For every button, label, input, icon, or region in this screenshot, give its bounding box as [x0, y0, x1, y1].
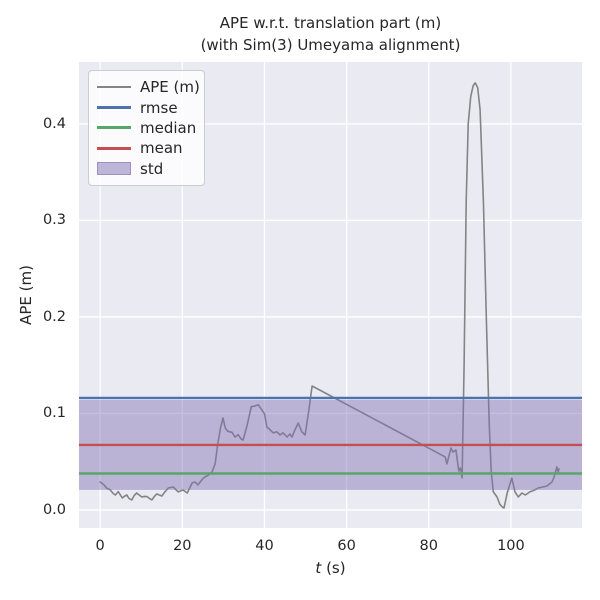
- legend-line-swatch: [97, 106, 131, 110]
- legend-label: std: [140, 159, 164, 178]
- legend-item-median: median: [97, 118, 204, 138]
- legend-label: median: [140, 118, 197, 137]
- legend-label: mean: [140, 139, 183, 158]
- x-tick-label: 40: [255, 538, 274, 554]
- legend-item-ape-m-: APE (m): [97, 77, 204, 97]
- x-axis-label-unit: (s): [326, 559, 346, 577]
- ape-line: [99, 82, 560, 509]
- chart-title-line2: (with Sim(3) Umeyama alignment): [200, 36, 461, 54]
- plot-area: [79, 62, 582, 528]
- legend-line-swatch: [97, 146, 131, 150]
- x-tick-label: 100: [497, 538, 525, 554]
- legend-item-std: std: [97, 159, 204, 179]
- legend-line-swatch: [97, 126, 131, 130]
- x-axis-label: t (s): [79, 559, 582, 577]
- y-tick-label: 0.2: [42, 308, 66, 325]
- x-axis-label-var: t: [315, 559, 322, 577]
- y-tick-label: 0.4: [42, 115, 66, 132]
- legend-label: rmse: [140, 98, 178, 117]
- legend-item-mean: mean: [97, 138, 204, 158]
- x-tick-label: 0: [95, 538, 105, 554]
- legend-patch-swatch: [97, 162, 131, 176]
- legend-label: APE (m): [140, 78, 200, 97]
- legend: APE (m) rmse median mean std: [88, 70, 205, 186]
- y-tick-label: 0.3: [42, 212, 66, 229]
- x-tick-label: 20: [173, 538, 192, 554]
- x-tick-label: 60: [337, 538, 356, 554]
- legend-item-rmse: rmse: [97, 97, 204, 117]
- chart-title-line1: APE w.r.t. translation part (m): [219, 14, 442, 32]
- y-tick-label: 0.0: [42, 501, 66, 518]
- chart-title: APE w.r.t. translation part (m) (with Si…: [79, 12, 582, 56]
- x-tick-label: 80: [419, 538, 438, 554]
- plot-canvas: [79, 62, 582, 528]
- legend-line-swatch: [97, 86, 131, 89]
- y-tick-label: 0.1: [42, 405, 66, 422]
